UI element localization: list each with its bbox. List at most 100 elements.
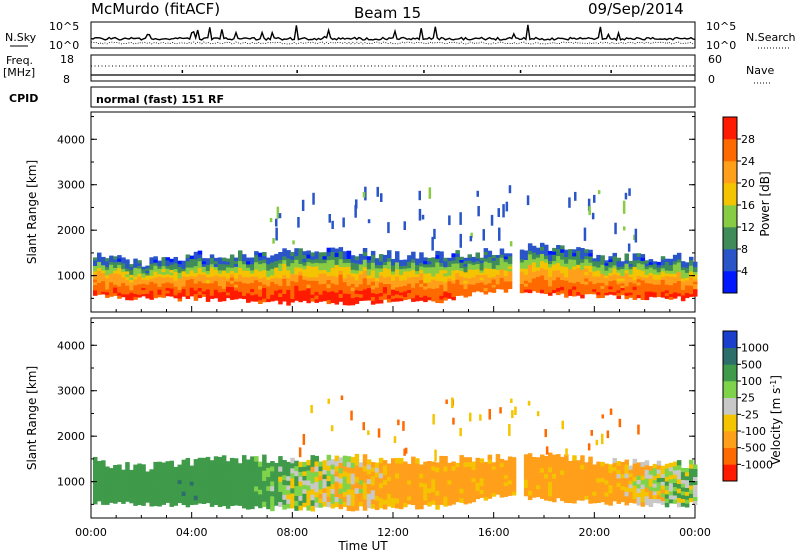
velocity-cell: [318, 461, 323, 467]
power-cell: [201, 280, 207, 284]
velocity-cell: [374, 472, 380, 478]
power-cell: [314, 284, 319, 289]
power-cell: [221, 291, 227, 295]
velocity-cell: [656, 481, 662, 487]
power-cell: [676, 262, 682, 266]
power-cell: [668, 293, 674, 297]
velocity-cell: [548, 476, 553, 482]
power-cell: [684, 274, 690, 278]
velocity-cell: [133, 464, 138, 470]
power-cell: [302, 258, 307, 263]
velocity-cell: [548, 462, 553, 468]
power-cell: [463, 291, 468, 295]
power-cell: [407, 273, 412, 278]
power-cell: [491, 281, 497, 285]
velocity-cell: [556, 484, 561, 490]
velocity-cell: [592, 487, 597, 492]
power-cell: [205, 289, 211, 293]
power-cell: [133, 287, 138, 292]
velocity-cell: [600, 497, 605, 503]
velocity-cell: [270, 505, 275, 512]
power-cell: [238, 274, 243, 279]
power-cell: [382, 289, 388, 294]
power-cell: [556, 276, 561, 281]
velocity-cell: [507, 476, 513, 481]
velocity-cell: [213, 480, 219, 486]
velocity-cell: [637, 424, 640, 435]
power-cell: [246, 264, 251, 268]
velocity-cell: [463, 494, 468, 500]
velocity-cell: [640, 488, 646, 494]
velocity-cell: [161, 470, 166, 476]
power-cell: [620, 268, 625, 272]
power-cell: [97, 261, 102, 265]
velocity-cell: [664, 493, 670, 499]
power-cell: [427, 287, 432, 292]
velocity-cell: [193, 468, 199, 474]
velocity-cell: [117, 479, 122, 484]
power-cell: [443, 297, 448, 301]
power-cell: [177, 272, 183, 276]
velocity-cell: [149, 476, 154, 481]
power-cell: [620, 287, 625, 291]
power-cell: [250, 257, 255, 262]
power-cell: [258, 263, 263, 268]
power-cell: [391, 265, 396, 269]
power-cell: [242, 292, 247, 296]
velocity-cell: [129, 492, 134, 497]
velocity-cell: [282, 474, 287, 481]
power-cell: [137, 262, 142, 266]
power-cell: [407, 277, 412, 281]
power-cell: [366, 271, 372, 276]
power-cell: [229, 257, 235, 262]
velocity-cell: [423, 500, 428, 505]
power-cell: [342, 289, 348, 294]
power-cell: [399, 289, 404, 293]
power-cell: [298, 271, 303, 276]
velocity-cell: [258, 470, 263, 476]
power-cell: [419, 272, 424, 277]
power-cell: [527, 246, 533, 251]
velocity-cell: [531, 469, 537, 474]
power-cell: [330, 259, 336, 264]
power-cell: [552, 267, 557, 271]
velocity-cell: [201, 466, 207, 472]
power-cell: [689, 290, 694, 295]
velocity-cell: [137, 467, 142, 473]
velocity-cell: [471, 497, 476, 503]
power-cell: [684, 292, 690, 296]
velocity-cell: [185, 487, 191, 493]
power-cell: [238, 253, 243, 258]
power-cell: [447, 272, 452, 276]
velocity-cell: [640, 475, 646, 481]
power-cell: [596, 294, 601, 299]
power-cell: [648, 267, 654, 271]
power-cell: [93, 287, 98, 291]
velocity-cell: [278, 466, 283, 472]
power-cell: [153, 291, 158, 296]
velocity-cell: [434, 449, 437, 462]
velocity-cell: [109, 478, 114, 483]
power-cell: [576, 281, 581, 286]
velocity-cell: [451, 397, 454, 409]
power-cell: [471, 261, 476, 265]
power-cell: [588, 262, 593, 266]
power-cell: [552, 273, 557, 278]
velocity-cell: [455, 493, 460, 499]
velocity-cell: [201, 494, 207, 500]
velocity-cell: [141, 464, 146, 469]
velocity-cell: [266, 490, 271, 496]
power-cell: [121, 274, 126, 278]
power-cell: [310, 290, 315, 295]
velocity-cell: [391, 458, 396, 464]
power-cell: [358, 260, 364, 265]
power-cell: [467, 263, 472, 267]
power-cell: [580, 269, 585, 274]
velocity-cell: [495, 478, 501, 483]
velocity-cell: [378, 462, 384, 469]
velocity-cell: [648, 478, 654, 483]
velocity-cell: [427, 474, 432, 480]
power-cell: [282, 282, 287, 287]
power-cell: [258, 252, 263, 257]
power-cell: [689, 259, 694, 263]
